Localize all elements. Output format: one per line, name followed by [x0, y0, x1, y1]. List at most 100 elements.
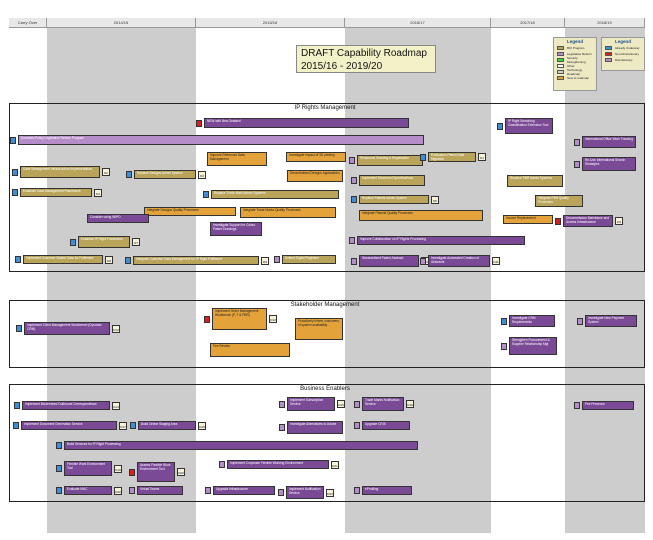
- dependency-tag: D13: [269, 315, 277, 323]
- section-stakeholder: [9, 300, 645, 368]
- status-marker: [16, 325, 22, 332]
- roadmap-initiative[interactable]: Standardised Patent Abstract: [359, 255, 419, 267]
- roadmap-initiative[interactable]: Implement Order Management Workbench (P,…: [212, 308, 267, 330]
- roadmap-initiative[interactable]: Implement Client Management Workbench (D…: [24, 322, 110, 335]
- legend-item: Non-Discretionary: [602, 51, 644, 57]
- roadmap-initiative[interactable]: Assess Flexible Work Environment Tool: [137, 462, 175, 482]
- status-marker: [56, 465, 62, 472]
- legend-swatch: [605, 46, 612, 50]
- dependency-tag: D6: [615, 217, 623, 225]
- roadmap-initiative[interactable]: Reciprocal Granting & Registration: [357, 155, 423, 166]
- roadmap-initiative[interactable]: Replace PBR Admin Systems: [507, 175, 563, 187]
- roadmap-initiative[interactable]: Integrate Patents Quality Processes: [359, 210, 483, 221]
- roadmap-initiative[interactable]: Integrate Trade Marks Quality Processes: [240, 207, 336, 218]
- roadmap-initiative[interactable]: Upgrade Infrastructure: [213, 486, 275, 495]
- dependency-tag: D20: [177, 468, 185, 476]
- roadmap-initiative[interactable]: Invoice Replacement: [503, 215, 553, 224]
- roadmap-initiative[interactable]: Investigate CRM Requirements: [509, 315, 555, 327]
- roadmap-initiative[interactable]: Re-Use International Search Strategies: [582, 157, 636, 171]
- roadmap-initiative[interactable]: Trade Marks Notification Service: [362, 397, 404, 411]
- legend-item: Security Strengthening: [554, 56, 596, 64]
- roadmap-initiative[interactable]: Replace Patents Admin System: [359, 195, 429, 204]
- roadmap-initiative[interactable]: Integrate Designs Quality Processes: [144, 207, 236, 216]
- legend-program-title: Legend: [566, 39, 583, 44]
- roadmap-initiative[interactable]: Implement Modernised Outbound Correspond…: [22, 401, 110, 410]
- status-marker: [130, 422, 136, 429]
- roadmap-initiative[interactable]: Publication Patent Data Migration: [428, 152, 476, 162]
- status-marker: [354, 487, 360, 494]
- status-marker: [126, 171, 132, 178]
- roadmap-initiative[interactable]: Implement Corporate Flexible Working Env…: [227, 460, 329, 469]
- header-year-1: 2014/15: [47, 18, 196, 28]
- header-year-4: 2017/18: [491, 18, 565, 28]
- roadmap-initiative[interactable]: Implement Structured Specifications: [359, 175, 425, 186]
- roadmap-initiative[interactable]: Integrate Customer Data Management for I…: [133, 256, 259, 265]
- roadmap-initiative[interactable]: Evaluate MAC: [64, 486, 112, 495]
- roadmap-initiative[interactable]: International Office Work Tracking: [582, 136, 636, 148]
- roadmap-initiative[interactable]: Investigate Support for Colour Patent Dr…: [210, 222, 262, 236]
- status-marker: [219, 461, 225, 468]
- roadmap-initiative[interactable]: Improve Collaboration on IP Rights Proce…: [357, 236, 525, 245]
- roadmap-initiative[interactable]: Decentralised Designs Applications: [287, 170, 343, 182]
- roadmap-initiative[interactable]: eProfiling: [362, 486, 412, 495]
- roadmap-initiative[interactable]: Investigate impact of 3D printing: [286, 152, 346, 162]
- roadmap-initiative[interactable]: Investigate Alternatives to Adobe: [287, 421, 343, 434]
- roadmap-initiative[interactable]: Replace Trade Mark Admin Systems: [211, 190, 339, 199]
- legend-program: Legend BCI Program Legislative Reform Secu…: [553, 37, 597, 91]
- status-marker: [497, 122, 503, 130]
- roadmap-initiative[interactable]: Implement Document Generation Service: [21, 421, 117, 430]
- legend-label: BCI Program: [567, 46, 585, 50]
- status-marker: [56, 487, 62, 494]
- dependency-tag: D14: [112, 401, 120, 410]
- roadmap-initiative[interactable]: Flexible Work Environment Tool: [64, 461, 112, 476]
- status-marker: [351, 177, 357, 184]
- roadmap-initiative[interactable]: Build Online Staging Area: [138, 421, 196, 430]
- roadmap-initiative[interactable]: Virtual Teams: [137, 486, 183, 495]
- roadmap-initiative[interactable]: Consider using WIPO: [87, 214, 149, 223]
- legend-item: Discretionary: [602, 57, 644, 63]
- roadmap-initiative[interactable]: Replace Designs Admin System: [134, 170, 196, 179]
- roadmap-initiative[interactable]: Investigate New Payment System: [585, 315, 637, 327]
- legend-status: Legend Already Underway Non-Discretionary…: [601, 37, 645, 71]
- roadmap-initiative[interactable]: Improve Reference Data Management: [207, 152, 267, 166]
- dependency-tag: D11: [492, 257, 500, 265]
- roadmap-initiative[interactable]: Case Management Infrastructure Implement…: [20, 166, 100, 178]
- status-marker: [574, 160, 580, 168]
- roadmap-initiative[interactable]: Implement Subscription Service: [287, 397, 335, 411]
- status-marker: [70, 238, 76, 246]
- roadmap-initiative[interactable]: Upgrade CRIS: [362, 421, 410, 430]
- roadmap-initiative[interactable]: IP Right Searching Classification Extens…: [505, 118, 553, 134]
- roadmap-initiative[interactable]: Establish Case Management Framework: [20, 188, 92, 197]
- legend-label: New to roadmap: [567, 76, 590, 80]
- roadmap-initiative[interactable]: Investigate Automated Creation of Abstra…: [428, 255, 490, 267]
- roadmap-initiative[interactable]: Integrate PBR Quality Processes: [535, 195, 583, 207]
- status-marker: [56, 442, 62, 449]
- roadmap-initiative[interactable]: Domestic Policy Legislative Reform Progr…: [18, 135, 424, 145]
- roadmap-initiative[interactable]: NEW with New Zealand: [204, 118, 409, 128]
- dependency-tag: D7: [132, 238, 140, 246]
- roadmap-initiative[interactable]: Fee Review: [210, 343, 290, 357]
- status-marker: [205, 487, 211, 494]
- roadmap-initiative[interactable]: Decommission Mainframe and Access Infras…: [563, 215, 613, 227]
- roadmap-initiative[interactable]: Implement Customer Master Data for Fulfi…: [23, 255, 103, 264]
- roadmap-initiative[interactable]: Fee Presence: [582, 401, 634, 410]
- roadmap-initiative[interactable]: Implement Notification Service: [286, 486, 324, 499]
- roadmap-initiative[interactable]: Proactively inform customers of system a…: [295, 318, 343, 340]
- roadmap-initiative[interactable]: Build Services for IP Right Processing: [64, 441, 418, 450]
- roadmap-initiative[interactable]: Extend Digital Registers: [282, 255, 336, 264]
- legend-status-title: Legend: [614, 39, 631, 44]
- status-marker: [574, 402, 580, 409]
- status-marker: [555, 217, 561, 225]
- roadmap-initiative[interactable]: Strengthen Procurement & Supplier Relati…: [509, 337, 557, 355]
- status-marker: [501, 317, 507, 325]
- header-year-3: 2016/17: [345, 18, 491, 28]
- status-marker: [351, 257, 357, 265]
- header-year-5: 2018/19: [565, 18, 645, 28]
- status-marker: [129, 487, 135, 494]
- roadmap-initiative[interactable]: Establish IP Right Framework: [78, 236, 130, 248]
- status-marker: [279, 400, 285, 408]
- status-marker: [129, 468, 135, 476]
- legend-label: Discretionary: [615, 58, 633, 62]
- status-marker: [10, 136, 16, 144]
